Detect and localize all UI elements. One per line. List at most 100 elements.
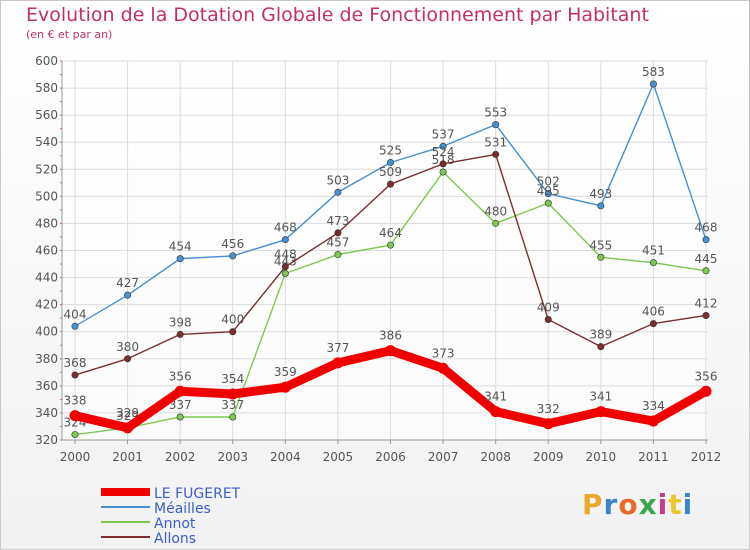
y-tick-label: 380: [35, 352, 58, 366]
x-tick-label: 2012: [691, 450, 722, 464]
data-label: 468: [695, 221, 718, 235]
data-label: 464: [379, 226, 402, 240]
data-label: 341: [484, 390, 507, 404]
data-point: [176, 330, 184, 338]
data-label: 457: [326, 236, 349, 250]
data-label: 509: [379, 165, 402, 179]
data-point: [597, 253, 605, 261]
data-label: 341: [589, 390, 612, 404]
data-point: [544, 199, 552, 207]
data-label: 456: [221, 237, 244, 251]
y-tick-label: 480: [35, 216, 58, 230]
logo-letter: i: [657, 488, 669, 521]
x-tick-label: 2008: [480, 450, 511, 464]
data-point: [229, 328, 237, 336]
data-label: 377: [326, 341, 349, 355]
y-tick-label: 580: [35, 81, 58, 95]
data-point: [281, 270, 289, 278]
data-point: [71, 371, 79, 379]
legend-label: Méailles: [154, 501, 211, 517]
x-tick-label: 2009: [533, 450, 564, 464]
data-point: [279, 381, 291, 393]
x-tick-label: 2011: [638, 450, 669, 464]
data-point: [492, 150, 500, 158]
data-label: 354: [221, 372, 244, 386]
data-point: [229, 252, 237, 260]
y-tick-label: 540: [35, 135, 58, 149]
data-label: 412: [695, 296, 718, 310]
logo-letter: P: [582, 488, 604, 521]
y-tick-label: 520: [35, 162, 58, 176]
data-label: 380: [116, 340, 139, 354]
data-point: [385, 345, 396, 357]
data-label: 359: [274, 365, 297, 379]
x-tick-label: 2001: [112, 450, 143, 464]
data-label: 386: [379, 329, 402, 343]
data-point: [174, 385, 186, 397]
data-point: [71, 431, 79, 439]
y-tick-label: 400: [35, 325, 58, 339]
data-point: [544, 316, 552, 324]
data-label: 337: [221, 398, 244, 412]
data-point: [71, 322, 79, 330]
data-label: 334: [642, 399, 665, 413]
data-point: [649, 259, 657, 267]
logo-letter: t: [668, 488, 683, 521]
y-tick-label: 600: [35, 54, 58, 68]
data-label: 553: [484, 106, 507, 120]
data-point: [437, 362, 449, 374]
data-label: 583: [642, 65, 665, 79]
data-label: 406: [642, 305, 665, 319]
data-label: 524: [432, 145, 455, 159]
x-tick-label: 2000: [60, 450, 91, 464]
y-tick-label: 360: [35, 379, 58, 393]
logo-letter: i: [682, 488, 694, 521]
data-point: [544, 190, 552, 198]
data-point: [281, 236, 289, 244]
data-point: [124, 355, 132, 363]
data-point: [597, 343, 605, 351]
data-label: 427: [116, 276, 139, 290]
data-point: [595, 406, 607, 418]
data-point: [332, 357, 344, 369]
x-tick-label: 2004: [270, 450, 301, 464]
data-point: [386, 180, 394, 188]
y-tick-label: 560: [35, 108, 58, 122]
y-tick-label: 420: [35, 298, 58, 312]
data-point: [649, 320, 657, 328]
data-point: [176, 413, 184, 421]
y-tick-label: 340: [35, 406, 58, 420]
data-label: 531: [484, 135, 507, 149]
data-label: 368: [64, 356, 87, 370]
data-label: 329: [116, 406, 139, 420]
chart-subtitle: (en € et par an): [26, 28, 113, 41]
data-label: 454: [169, 240, 192, 254]
data-point: [124, 291, 132, 299]
data-label: 337: [169, 398, 192, 412]
data-point: [386, 241, 394, 249]
data-point: [122, 422, 134, 434]
data-point: [334, 229, 342, 237]
legend-label: Annot: [154, 516, 196, 532]
data-label: 502: [537, 175, 560, 189]
data-point: [492, 121, 500, 129]
data-label: 338: [64, 394, 87, 408]
x-tick-label: 2002: [165, 450, 196, 464]
data-point: [281, 263, 289, 271]
data-point: [229, 413, 237, 421]
data-point: [386, 159, 394, 167]
data-point: [334, 251, 342, 259]
y-tick-label: 460: [35, 244, 58, 258]
proxiti-logo: Proxiti: [582, 488, 693, 521]
data-label: 445: [695, 252, 718, 266]
y-tick-label: 440: [35, 271, 58, 285]
legend-label: LE FUGERET: [154, 486, 241, 502]
data-label: 356: [695, 369, 718, 383]
x-tick-label: 2010: [586, 450, 617, 464]
y-tick-label: 320: [35, 433, 58, 447]
data-label: 537: [432, 127, 455, 141]
data-point: [649, 80, 657, 88]
data-label: 473: [326, 214, 349, 228]
data-label: 332: [537, 402, 560, 416]
